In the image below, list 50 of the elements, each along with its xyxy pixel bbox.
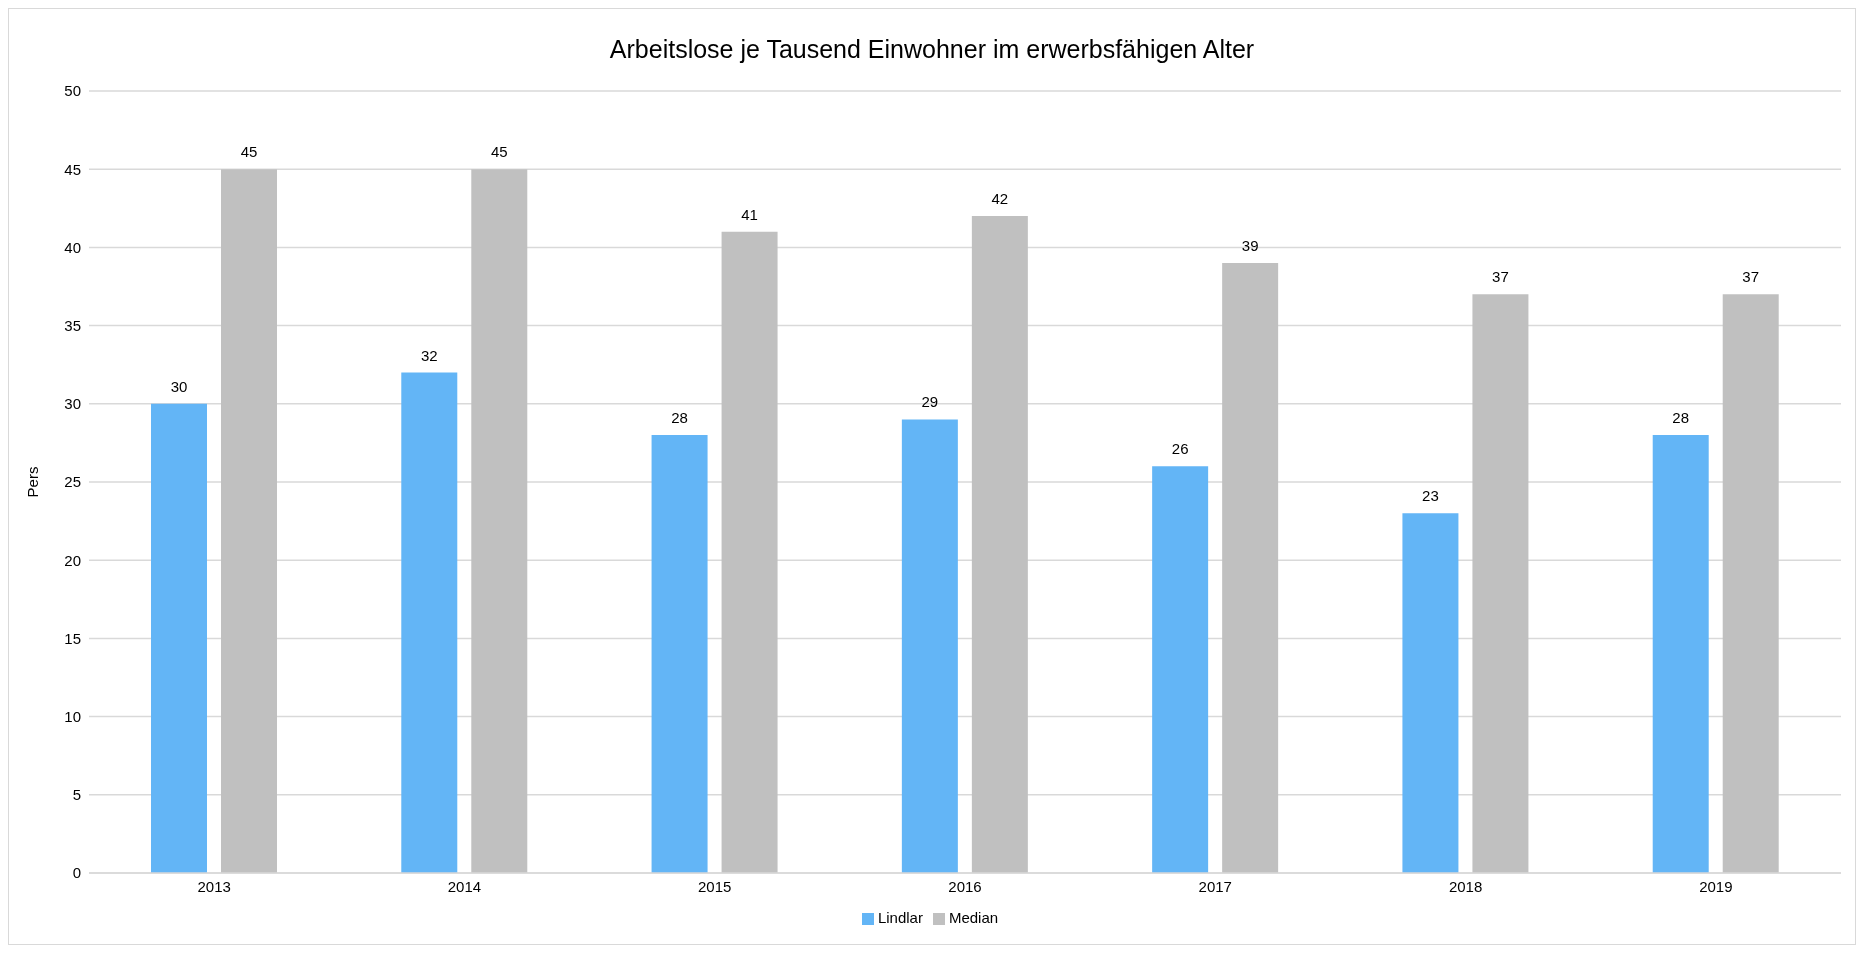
x-tick-label: 2015 (698, 877, 732, 895)
y-tick-label: 45 (64, 160, 81, 178)
y-tick-label: 20 (64, 551, 81, 569)
data-label: 45 (240, 143, 258, 161)
y-tick-label: 10 (64, 707, 81, 725)
data-label: 32 (420, 346, 438, 364)
bar (1652, 435, 1709, 873)
y-tick-label: 35 (64, 316, 81, 334)
x-tick-label: 2018 (1448, 877, 1483, 895)
data-label: 39 (1241, 237, 1259, 255)
legend-label: Median (948, 909, 999, 926)
x-tick-label: 2014 (447, 877, 482, 895)
bar (471, 169, 528, 873)
x-tick-label: 2016 (948, 877, 982, 895)
x-tick-label: 2013 (197, 877, 231, 895)
bar (1152, 466, 1209, 873)
y-tick-label: 30 (64, 395, 81, 413)
bar (151, 403, 207, 873)
data-label: 30 (170, 377, 188, 395)
bar (1472, 294, 1529, 873)
bar (1402, 513, 1459, 873)
y-tick-label: 40 (64, 238, 81, 256)
data-label: 42 (991, 190, 1009, 208)
data-label: 28 (1672, 409, 1690, 427)
bar (1222, 263, 1279, 873)
bar (721, 231, 778, 873)
y-axis-title: Pers (24, 466, 42, 498)
data-label: 23 (1422, 487, 1439, 505)
data-label: 45 (490, 143, 508, 161)
data-label: 37 (1742, 268, 1760, 286)
y-tick-label: 50 (64, 82, 81, 100)
bar (651, 435, 708, 873)
data-label: 29 (921, 393, 939, 411)
bar (971, 216, 1028, 873)
x-tick-label: 2017 (1198, 877, 1232, 895)
y-tick-label: 25 (64, 473, 81, 491)
data-label: 41 (741, 205, 758, 223)
data-label: 28 (671, 409, 688, 427)
y-tick-label: 0 (72, 864, 81, 882)
legend-label: Lindlar (877, 909, 923, 926)
data-label: 37 (1492, 268, 1509, 286)
bar (1722, 294, 1779, 873)
bar (401, 372, 458, 873)
x-tick-label: 2019 (1699, 877, 1733, 895)
bar (221, 169, 277, 873)
chart-title: Arbeitslose je Tausend Einwohner im erwerbsfähigen Alter (608, 35, 1256, 64)
y-tick-label: 5 (72, 786, 81, 804)
data-label: 26 (1171, 440, 1189, 458)
bar (901, 419, 958, 873)
y-tick-label: 15 (64, 629, 81, 647)
